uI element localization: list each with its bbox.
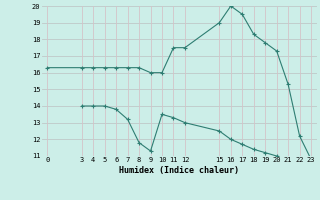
X-axis label: Humidex (Indice chaleur): Humidex (Indice chaleur) bbox=[119, 166, 239, 175]
